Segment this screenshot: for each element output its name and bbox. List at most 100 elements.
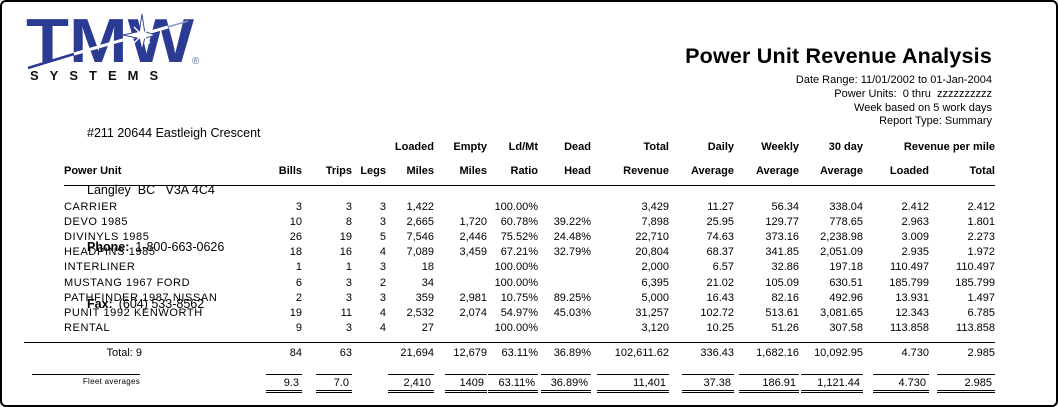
value-cell: 1.497 bbox=[967, 291, 995, 304]
column-header-line1: Ld/Mt bbox=[508, 141, 538, 153]
value-cell: 3,429 bbox=[641, 200, 669, 213]
column-header: Average bbox=[755, 165, 799, 177]
column-header: Revenue bbox=[623, 165, 669, 177]
value-cell: 6.785 bbox=[967, 306, 995, 319]
value-cell: 74.63 bbox=[706, 230, 734, 243]
fleet-value-cell: 4.730 bbox=[863, 373, 929, 398]
fleet-average-value: 186.91 bbox=[739, 373, 799, 393]
fleet-value-cell: 37.38 bbox=[669, 373, 734, 398]
value-cell: 2,000 bbox=[641, 261, 669, 274]
total-value-cell: 1,682.16 bbox=[734, 341, 799, 367]
value-cell: 100.00% bbox=[494, 322, 538, 335]
fleet-average-value: 37.38 bbox=[682, 373, 734, 393]
value-cell: 2.412 bbox=[967, 200, 995, 213]
total-value-cell: 36.89% bbox=[538, 341, 591, 367]
value-cell: 102.72 bbox=[700, 306, 734, 319]
fax-value: (604) 533-8562 bbox=[118, 297, 205, 311]
value-cell: 3 bbox=[345, 276, 352, 289]
value-cell: 16 bbox=[339, 246, 352, 259]
total-value-cell: 84 bbox=[264, 341, 302, 367]
total-value-cell: 21,694 bbox=[386, 341, 434, 367]
column-header: Ratio bbox=[510, 165, 539, 177]
value-cell: 10.25 bbox=[706, 322, 734, 335]
value-cell: 19 bbox=[339, 230, 352, 243]
comet-tail bbox=[27, 52, 75, 70]
value-cell: 7,089 bbox=[406, 246, 434, 259]
total-value-cell: 10,092.95 bbox=[799, 341, 863, 367]
fleet-value-cell: 2,410 bbox=[386, 373, 434, 398]
fleet-average-value: 1409 bbox=[445, 373, 487, 393]
value-cell: 10.75% bbox=[500, 291, 538, 304]
fleet-average-value: 2,410 bbox=[388, 373, 434, 393]
value-cell: 341.85 bbox=[765, 246, 799, 259]
table-row: CARRIER 3 3 3 1,422 100.00% 3,429 11.27 56.34 338… bbox=[24, 199, 995, 214]
table-row: HEADPINS 1985 18 16 4 7,089 3,459 67.21% 32.79%… bbox=[24, 245, 995, 260]
value-cell: 110.497 bbox=[956, 261, 995, 274]
table-row: PUNIT 1992 KENWORTH 19 11 4 2,532 2,074 54.97%… bbox=[24, 305, 995, 320]
value-cell: 3 bbox=[379, 215, 386, 228]
registered-mark: ® bbox=[192, 56, 200, 67]
value-cell: 10 bbox=[289, 215, 302, 228]
value-cell: 32.79% bbox=[553, 246, 591, 259]
column-header-line1 bbox=[24, 138, 264, 153]
value-cell: 2,074 bbox=[459, 306, 487, 319]
value-cell: 185.799 bbox=[889, 276, 929, 289]
value-cell bbox=[538, 321, 591, 336]
value-cell: 4 bbox=[379, 306, 386, 319]
value-cell bbox=[538, 260, 591, 275]
value-cell: 100.00% bbox=[494, 200, 538, 213]
value-cell bbox=[434, 275, 487, 290]
column-header: Legs bbox=[360, 165, 386, 177]
table-row: MUSTANG 1967 FORD 6 3 2 34 100.00% 6,395 21.02 1… bbox=[24, 275, 995, 290]
power-units-range: Power Units: 0 thru zzzzzzzzzz bbox=[834, 87, 992, 100]
fleet-average-value: 36.89% bbox=[541, 373, 591, 393]
total-value-cell: 336.43 bbox=[669, 341, 734, 367]
logo-tmw-text: TMW bbox=[26, 8, 195, 70]
fleet-value-cell: 11,401 bbox=[591, 373, 669, 398]
value-cell: 11 bbox=[340, 306, 352, 319]
power-unit-cell: CARRIER bbox=[64, 200, 118, 213]
total-value-cell: 63.11% bbox=[487, 341, 538, 367]
value-cell: 2.412 bbox=[901, 200, 929, 213]
power-unit-cell: RENTAL bbox=[64, 322, 111, 335]
column-header: Trips bbox=[325, 165, 352, 177]
fleet-value-cell: 36.89% bbox=[538, 373, 591, 398]
value-cell: 45.03% bbox=[553, 306, 591, 319]
comet-fade bbox=[167, 20, 189, 28]
value-cell: 18 bbox=[421, 261, 434, 274]
total-label: Total: 9 bbox=[24, 341, 264, 367]
phone-label: Phone: bbox=[87, 240, 130, 254]
column-header-line1: Empty bbox=[453, 141, 487, 153]
column-header: Total bbox=[969, 165, 995, 177]
column-header-line1: 30 day bbox=[828, 141, 863, 153]
value-cell: 100.00% bbox=[494, 276, 538, 289]
column-header: Miles bbox=[406, 165, 434, 177]
value-cell bbox=[538, 275, 591, 290]
fleet-average-value: 11,401 bbox=[597, 373, 669, 393]
total-value-cell: 12,679 bbox=[434, 341, 487, 367]
total-value-cell: 63 bbox=[302, 341, 352, 367]
tmw-logo-graphic: TMW ® bbox=[26, 7, 200, 76]
column-header-line1 bbox=[352, 138, 386, 153]
column-header: Miles bbox=[459, 165, 487, 177]
value-cell: 2,665 bbox=[406, 215, 434, 228]
value-cell: 26 bbox=[289, 230, 302, 243]
value-cell: 4 bbox=[379, 322, 386, 335]
fleet-value-cell: 9.3 bbox=[264, 373, 302, 398]
value-cell: 5 bbox=[379, 230, 386, 243]
value-cell: 82.16 bbox=[771, 291, 799, 304]
column-header: Head bbox=[564, 165, 591, 177]
value-cell: 373.16 bbox=[765, 230, 799, 243]
fleet-value-cell: 186.91 bbox=[734, 373, 799, 398]
column-header: Loaded bbox=[889, 165, 929, 177]
value-cell: 89.25% bbox=[553, 291, 591, 304]
value-cell: 3 bbox=[379, 261, 386, 274]
value-cell: 21.02 bbox=[706, 276, 734, 289]
table-row: PATHFINDER 1987 NISSAN 2 3 3 359 2,981 10.75% 8… bbox=[24, 290, 995, 305]
value-cell: 1.801 bbox=[967, 215, 995, 228]
report-type: Report Type: Summary bbox=[879, 115, 992, 128]
value-cell: 13.931 bbox=[895, 291, 929, 304]
total-value-cell: 102,611.62 bbox=[591, 341, 669, 367]
value-cell: 3,081.65 bbox=[820, 306, 863, 319]
